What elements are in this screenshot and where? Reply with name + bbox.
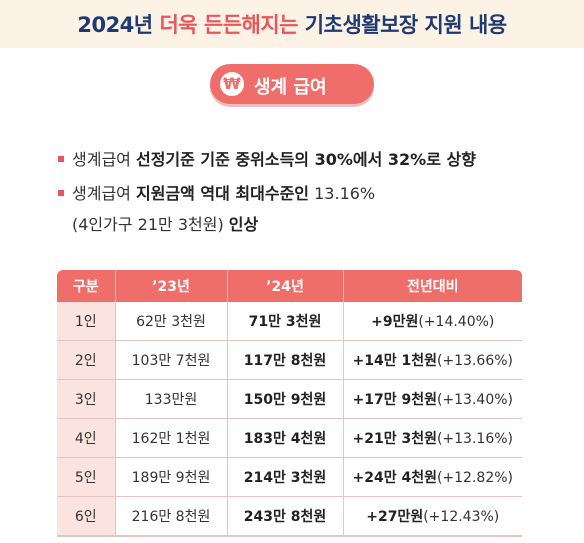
table-row: 3인 133만원 150만 9천원 +17만 9천원(+13.40%) (57, 379, 522, 419)
col-header-2023: ’23년 (114, 270, 227, 302)
cell-group: 4인 (57, 418, 115, 458)
change-percent: (+13.16%) (436, 431, 513, 447)
cell-change: +17만 9천원(+13.40%) (342, 379, 522, 419)
bullet-item: 생계급여 선정기준 기준 중위소득의 30%에서 32%로 상향 (58, 146, 476, 170)
title-band: 2024년 더욱 든든해지는 기초생활보장 지원 내용 (0, 0, 584, 48)
table-header-row: 구분 ’23년 ’24년 전년대비 (57, 270, 522, 302)
cell-2024: 150만 9천원 (226, 379, 343, 419)
bullet-text: 생계급여 (72, 184, 136, 203)
benefit-table: 구분 ’23년 ’24년 전년대비 1인 62만 3천원 71만 3천원 +9만… (57, 270, 522, 537)
section-badge: ₩ 생계 급여 (210, 64, 374, 104)
bullet-text: (4인가구 21만 3천원) (72, 215, 229, 234)
section-label: 생계 급여 (254, 77, 327, 98)
won-coin-icon: ₩ (220, 72, 244, 96)
cell-2024: 214만 3천원 (226, 457, 343, 497)
change-amount: +21만 3천원 (352, 431, 437, 447)
bullet-text: 생계급여 (72, 150, 136, 169)
title-highlight: 더욱 든든해지는 (159, 13, 298, 37)
page-title: 2024년 더욱 든든해지는 기초생활보장 지원 내용 (0, 9, 584, 39)
change-amount: +17만 9천원 (352, 392, 437, 408)
cell-2023: 162만 1천원 (114, 418, 227, 458)
table-row: 4인 162만 1천원 183만 4천원 +21만 3천원(+13.16%) (57, 418, 522, 458)
cell-group: 1인 (57, 302, 115, 341)
cell-2024: 71만 3천원 (226, 302, 343, 341)
bullet-bold: 선정기준 기준 중위소득의 30%에서 32%로 상향 (135, 150, 476, 169)
change-amount: +9만원 (371, 314, 419, 330)
col-header-change: 전년대비 (342, 270, 522, 302)
cell-group: 5인 (57, 457, 115, 497)
change-amount: +27만원 (366, 509, 424, 525)
change-amount: +14만 1천원 (352, 353, 437, 369)
bullet-marker (58, 155, 64, 162)
cell-change: +24만 4천원(+12.82%) (342, 457, 522, 497)
col-header-2024: ’24년 (226, 270, 343, 302)
cell-2023: 133만원 (114, 379, 227, 419)
title-year: 2024년 (77, 13, 160, 37)
cell-change: +27만원(+12.43%) (342, 496, 522, 537)
change-percent: (+13.66%) (436, 353, 513, 369)
cell-2024: 117만 8천원 (226, 340, 343, 380)
cell-2023: 103만 7천원 (114, 340, 227, 380)
bullet-continuation: (4인가구 21만 3천원) 인상 (72, 211, 258, 235)
cell-change: +21만 3천원(+13.16%) (342, 418, 522, 458)
cell-2023: 216만 8천원 (114, 496, 227, 537)
cell-change: +14만 1천원(+13.66%) (342, 340, 522, 380)
bullet-item: 생계급여 지원금액 역대 최대수준인 13.16% (58, 180, 375, 204)
change-percent: (+12.82%) (436, 470, 513, 486)
col-header-group: 구분 (57, 270, 115, 302)
cell-change: +9만원(+14.40%) (342, 302, 522, 341)
bullet-marker (58, 189, 64, 196)
change-amount: +24만 4천원 (352, 470, 437, 486)
table-row: 5인 189만 9천원 214만 3천원 +24만 4천원(+12.82%) (57, 457, 522, 497)
cell-2024: 183만 4천원 (226, 418, 343, 458)
cell-2023: 189만 9천원 (114, 457, 227, 497)
change-percent: (+14.40%) (418, 314, 495, 330)
table-row: 6인 216만 8천원 243만 8천원 +27만원(+12.43%) (57, 496, 522, 537)
cell-2024: 243만 8천원 (226, 496, 343, 537)
cell-2023: 62만 3천원 (114, 302, 227, 341)
table-row: 2인 103만 7천원 117만 8천원 +14만 1천원(+13.66%) (57, 340, 522, 380)
bullet-bold: 지원금액 역대 최대수준인 (135, 184, 310, 203)
bullet-bold: 인상 (228, 215, 259, 234)
cell-group: 3인 (57, 379, 115, 419)
change-percent: (+12.43%) (423, 509, 500, 525)
change-percent: (+13.40%) (436, 392, 513, 408)
cell-group: 2인 (57, 340, 115, 380)
bullet-text: 13.16% (309, 184, 376, 203)
cell-group: 6인 (57, 496, 115, 537)
table-row: 1인 62만 3천원 71만 3천원 +9만원(+14.40%) (57, 302, 522, 341)
title-rest: 기초생활보장 지원 내용 (298, 13, 507, 37)
